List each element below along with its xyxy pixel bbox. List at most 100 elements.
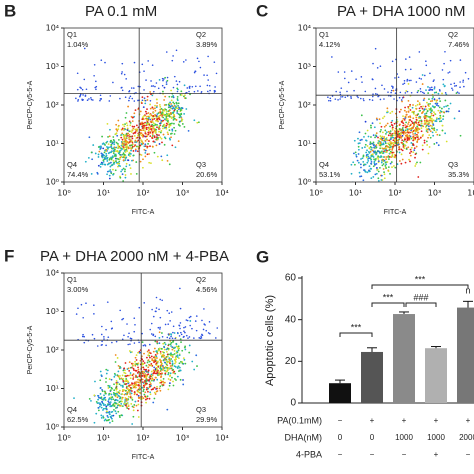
event-dot bbox=[127, 135, 129, 137]
event-dot bbox=[383, 159, 386, 162]
event-dot bbox=[196, 57, 199, 60]
event-dot bbox=[97, 409, 100, 412]
event-dot bbox=[193, 90, 196, 93]
event-dot bbox=[105, 377, 107, 380]
event-dot bbox=[370, 142, 373, 145]
event-dot bbox=[173, 102, 176, 105]
event-dot bbox=[115, 141, 118, 144]
event-dot bbox=[122, 380, 125, 382]
event-dot bbox=[177, 140, 180, 143]
event-dot bbox=[158, 79, 161, 81]
event-dot bbox=[441, 129, 444, 132]
event-dot bbox=[119, 97, 121, 100]
event-dot bbox=[162, 116, 165, 119]
event-dot bbox=[160, 119, 163, 122]
event-dot bbox=[396, 120, 399, 123]
event-dot bbox=[441, 69, 444, 71]
event-dot bbox=[132, 384, 135, 387]
event-dot bbox=[391, 134, 394, 137]
event-dot bbox=[131, 363, 134, 365]
event-dot bbox=[370, 177, 373, 180]
event-dot bbox=[173, 122, 175, 125]
event-dot bbox=[133, 317, 136, 320]
event-dot bbox=[101, 135, 104, 138]
event-dot bbox=[175, 101, 178, 104]
event-dot bbox=[179, 93, 182, 96]
event-dot bbox=[115, 383, 118, 386]
event-dot bbox=[197, 121, 200, 124]
panel-letter: C bbox=[256, 1, 268, 20]
event-dot bbox=[434, 120, 437, 123]
event-dot bbox=[405, 111, 408, 113]
event-dot bbox=[409, 152, 411, 155]
event-dot bbox=[350, 97, 352, 99]
event-dot bbox=[414, 165, 417, 167]
bracket bbox=[371, 302, 405, 307]
event-dot bbox=[161, 299, 163, 302]
event-dot bbox=[105, 381, 107, 383]
event-dot bbox=[111, 327, 114, 329]
event-dot bbox=[382, 151, 385, 154]
event-dot bbox=[435, 141, 438, 144]
event-dot bbox=[167, 373, 170, 376]
event-dot bbox=[433, 79, 435, 81]
event-dot bbox=[101, 143, 104, 145]
event-dot bbox=[79, 86, 81, 89]
event-dot bbox=[400, 108, 402, 111]
event-dot bbox=[133, 112, 136, 115]
event-dot bbox=[128, 332, 130, 335]
event-dot bbox=[133, 391, 136, 394]
quadrant-percent: 35.3% bbox=[448, 170, 470, 179]
event-dot bbox=[127, 132, 130, 135]
event-dot bbox=[156, 368, 159, 371]
event-dot bbox=[167, 371, 170, 374]
event-dot bbox=[136, 145, 138, 148]
event-dot bbox=[163, 118, 166, 121]
event-dot bbox=[156, 385, 158, 388]
event-dot bbox=[146, 361, 149, 364]
event-dot bbox=[151, 137, 154, 139]
bar bbox=[361, 351, 383, 403]
event-dot bbox=[433, 112, 436, 115]
events bbox=[73, 287, 219, 425]
event-dot bbox=[423, 108, 426, 111]
event-dot bbox=[423, 97, 426, 100]
event-dot bbox=[390, 121, 393, 124]
event-dot bbox=[104, 158, 107, 160]
event-dot bbox=[146, 153, 149, 156]
event-dot bbox=[111, 341, 113, 344]
event-dot bbox=[140, 142, 143, 145]
event-dot bbox=[362, 154, 365, 157]
event-dot bbox=[150, 364, 153, 367]
event-dot bbox=[166, 408, 169, 411]
event-dot bbox=[149, 107, 152, 110]
event-dot bbox=[403, 79, 406, 82]
event-dot bbox=[402, 122, 405, 125]
event-dot bbox=[375, 117, 378, 120]
event-dot bbox=[155, 128, 158, 131]
event-dot bbox=[128, 90, 131, 92]
event-dot bbox=[140, 102, 143, 105]
event-dot bbox=[428, 146, 431, 148]
event-dot bbox=[111, 200, 113, 202]
event-dot bbox=[168, 137, 171, 140]
event-dot bbox=[387, 170, 390, 173]
event-dot bbox=[170, 345, 172, 347]
event-dot bbox=[142, 397, 145, 400]
event-dot bbox=[119, 400, 122, 403]
event-dot bbox=[425, 128, 428, 131]
event-dot bbox=[370, 162, 372, 165]
event-dot bbox=[90, 151, 93, 154]
event-dot bbox=[121, 400, 123, 403]
event-dot bbox=[187, 130, 190, 132]
event-dot bbox=[125, 379, 128, 382]
event-dot bbox=[120, 136, 123, 139]
event-dot bbox=[425, 108, 428, 111]
event-dot bbox=[155, 98, 158, 101]
event-dot bbox=[168, 109, 171, 112]
event-dot bbox=[412, 143, 415, 146]
x-tick-label: 10³ bbox=[428, 189, 441, 198]
event-dot bbox=[179, 378, 182, 381]
event-dot bbox=[124, 134, 126, 137]
event-dot bbox=[97, 396, 100, 399]
